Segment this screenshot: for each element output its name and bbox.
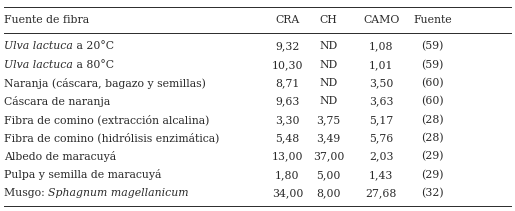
Text: 8,00: 8,00 — [316, 188, 341, 198]
Text: ND: ND — [319, 41, 338, 51]
Text: 5,00: 5,00 — [316, 170, 341, 180]
Text: Cáscara de naranja: Cáscara de naranja — [4, 96, 110, 107]
Text: Pulpa y semilla de maracuyá: Pulpa y semilla de maracuyá — [4, 169, 162, 180]
Text: 3,49: 3,49 — [316, 133, 341, 143]
Text: 1,01: 1,01 — [369, 60, 393, 70]
Text: 3,75: 3,75 — [316, 115, 341, 125]
Text: 5,17: 5,17 — [369, 115, 393, 125]
Text: 9,32: 9,32 — [275, 41, 300, 51]
Text: (60): (60) — [421, 96, 444, 107]
Text: 13,00: 13,00 — [271, 151, 303, 162]
Text: 37,00: 37,00 — [313, 151, 344, 162]
Text: 3,63: 3,63 — [369, 96, 393, 107]
Text: 3,50: 3,50 — [369, 78, 393, 88]
Text: 1,43: 1,43 — [369, 170, 393, 180]
Text: ND: ND — [319, 96, 338, 107]
Text: (59): (59) — [421, 41, 444, 51]
Text: Musgo:: Musgo: — [4, 188, 48, 198]
Text: CAMO: CAMO — [363, 15, 399, 25]
Text: Fuente de fibra: Fuente de fibra — [4, 15, 89, 25]
Text: 8,71: 8,71 — [275, 78, 300, 88]
Text: 3,30: 3,30 — [275, 115, 300, 125]
Text: (29): (29) — [421, 170, 444, 180]
Text: ND: ND — [319, 78, 338, 88]
Text: 27,68: 27,68 — [366, 188, 397, 198]
Text: 1,08: 1,08 — [369, 41, 393, 51]
Text: 34,00: 34,00 — [272, 188, 303, 198]
Text: (60): (60) — [421, 78, 444, 88]
Text: CRA: CRA — [275, 15, 300, 25]
Text: 9,63: 9,63 — [275, 96, 300, 107]
Text: 5,48: 5,48 — [275, 133, 300, 143]
Text: Naranja (cáscara, bagazo y semillas): Naranja (cáscara, bagazo y semillas) — [4, 78, 206, 89]
Text: (29): (29) — [421, 151, 444, 162]
Text: a 80°C: a 80°C — [73, 60, 114, 70]
Text: Ulva lactuca: Ulva lactuca — [4, 60, 73, 70]
Text: (59): (59) — [421, 60, 444, 70]
Text: (28): (28) — [421, 115, 444, 125]
Text: Fuente: Fuente — [413, 15, 452, 25]
Text: ND: ND — [319, 60, 338, 70]
Text: Fibra de comino (extracción alcalina): Fibra de comino (extracción alcalina) — [4, 115, 210, 125]
Text: 5,76: 5,76 — [369, 133, 393, 143]
Text: 1,80: 1,80 — [275, 170, 300, 180]
Text: a 20°C: a 20°C — [73, 41, 114, 51]
Text: Fibra de comino (hidrólisis enzimática): Fibra de comino (hidrólisis enzimática) — [4, 133, 219, 143]
Text: CH: CH — [320, 15, 337, 25]
Text: Sphagnum magellanicum: Sphagnum magellanicum — [48, 188, 189, 198]
Text: 2,03: 2,03 — [369, 151, 393, 162]
Text: Albedo de maracuyá: Albedo de maracuyá — [4, 151, 116, 162]
Text: Ulva lactuca: Ulva lactuca — [4, 41, 73, 51]
Text: (28): (28) — [421, 133, 444, 143]
Text: (32): (32) — [421, 188, 444, 198]
Text: 10,30: 10,30 — [271, 60, 303, 70]
